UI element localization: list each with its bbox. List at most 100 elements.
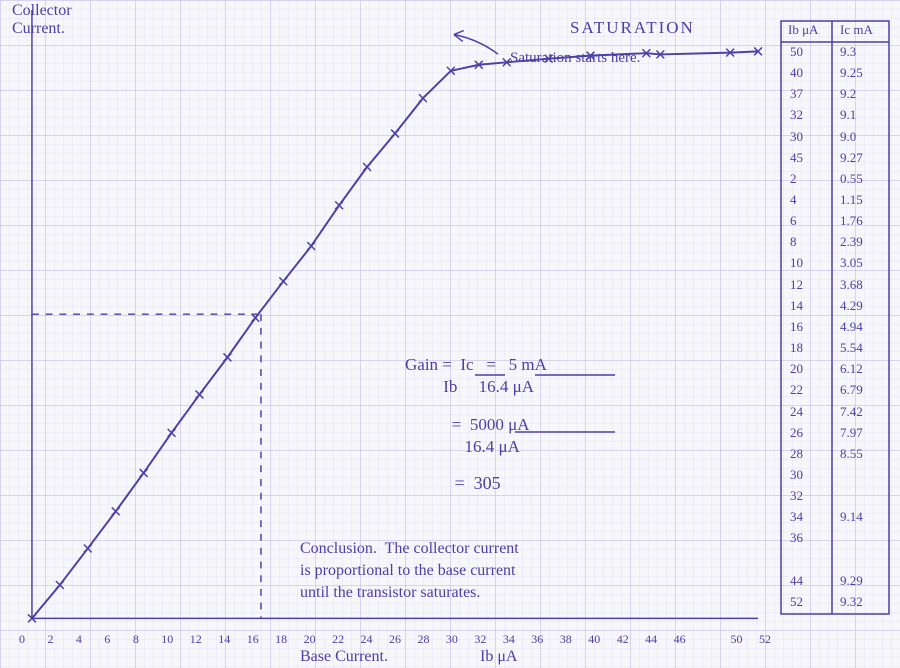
table-cell: 9.27 — [840, 150, 863, 166]
x-tick: 0 — [19, 632, 25, 647]
table-cell: 20 — [790, 361, 803, 377]
data-point — [391, 130, 399, 138]
data-point — [140, 469, 148, 477]
table-cell: 1.76 — [840, 213, 863, 229]
fraction-bars — [400, 350, 730, 500]
conclusion-2: is proportional to the base current — [300, 562, 516, 580]
table-cell: 6.12 — [840, 361, 863, 377]
x-tick: 30 — [446, 632, 458, 647]
table-cell: 44 — [790, 573, 803, 589]
x-tick: 16 — [247, 632, 259, 647]
x-axis-label: Base Current. — [300, 648, 388, 666]
conclusion-1: Conclusion. The collector current — [300, 540, 519, 558]
table-cell: 36 — [790, 530, 803, 546]
conclusion-3: until the transistor saturates. — [300, 584, 480, 602]
table-cell: 6 — [790, 213, 797, 229]
data-point — [307, 242, 315, 250]
table-cell: 8 — [790, 234, 797, 250]
table-cell: 9.32 — [840, 594, 863, 610]
table-cell: 6.79 — [840, 382, 863, 398]
table-cell: 40 — [790, 65, 803, 81]
table-cell: 9.1 — [840, 107, 856, 123]
table-cell: 22 — [790, 382, 803, 398]
x-tick: 24 — [361, 632, 373, 647]
table-cell: 28 — [790, 446, 803, 462]
table-cell: 24 — [790, 404, 803, 420]
table-cell: 9.14 — [840, 509, 863, 525]
table-cell: 4.29 — [840, 298, 863, 314]
data-point — [168, 429, 176, 437]
table-cell: 26 — [790, 425, 803, 441]
table-cell: 5.54 — [840, 340, 863, 356]
data-point — [251, 314, 259, 322]
table-cell: 9.29 — [840, 573, 863, 589]
table-cell: 3.68 — [840, 277, 863, 293]
x-tick: 42 — [617, 632, 629, 647]
x-tick: 38 — [560, 632, 572, 647]
x-tick: 40 — [588, 632, 600, 647]
x-tick: 20 — [304, 632, 316, 647]
table-header-ib: Ib μA — [788, 22, 818, 38]
table-cell: 2.39 — [840, 234, 863, 250]
table-cell: 30 — [790, 129, 803, 145]
table-cell: 18 — [790, 340, 803, 356]
table-cell: 34 — [790, 509, 803, 525]
x-tick: 4 — [76, 632, 82, 647]
table-cell: 9.2 — [840, 86, 856, 102]
table-cell: 3.05 — [840, 255, 863, 271]
x-tick: 52 — [759, 632, 771, 647]
data-point — [419, 94, 427, 102]
table-cell: 14 — [790, 298, 803, 314]
data-point — [112, 507, 120, 515]
table-header-ic: Ic mA — [840, 22, 873, 38]
x-tick: 10 — [161, 632, 173, 647]
table-cell: 12 — [790, 277, 803, 293]
data-point — [196, 391, 204, 399]
x-tick: 32 — [474, 632, 486, 647]
table-cell: 32 — [790, 107, 803, 123]
table-cell: 10 — [790, 255, 803, 271]
x-tick: 44 — [645, 632, 657, 647]
x-tick: 12 — [190, 632, 202, 647]
x-tick: 46 — [674, 632, 686, 647]
table-cell: 4.94 — [840, 319, 863, 335]
data-point — [335, 201, 343, 209]
table-cell: 30 — [790, 467, 803, 483]
data-point — [279, 277, 287, 285]
y-axis-label: Collector Current. — [12, 2, 72, 39]
x-axis-unit: Ib μA — [480, 648, 517, 666]
table-cell: 9.25 — [840, 65, 863, 81]
x-tick: 22 — [332, 632, 344, 647]
data-point — [363, 163, 371, 171]
table-cell: 8.55 — [840, 446, 863, 462]
x-tick: 36 — [531, 632, 543, 647]
table-cell: 32 — [790, 488, 803, 504]
table-cell: 16 — [790, 319, 803, 335]
table-cell: 2 — [790, 171, 797, 187]
table-cell: 9.0 — [840, 129, 856, 145]
table-cell: 7.97 — [840, 425, 863, 441]
x-tick: 50 — [731, 632, 743, 647]
x-tick: 14 — [218, 632, 230, 647]
data-table: Ib μA Ic mA 50 9.3 40 9.25 37 9.2 32 9.1 30 9.0 45… — [780, 20, 890, 615]
table-cell: 45 — [790, 150, 803, 166]
data-point — [224, 353, 232, 361]
x-tick: 2 — [47, 632, 53, 647]
data-point — [56, 581, 64, 589]
table-cell: 9.3 — [840, 44, 856, 60]
table-cell: 52 — [790, 594, 803, 610]
data-point — [84, 544, 92, 552]
table-cell: 7.42 — [840, 404, 863, 420]
x-tick: 28 — [417, 632, 429, 647]
saturation-annotation: Saturation starts here. — [510, 50, 640, 67]
x-tick: 6 — [104, 632, 110, 647]
table-cell: 0.55 — [840, 171, 863, 187]
x-tick: 8 — [133, 632, 139, 647]
table-cell: 1.15 — [840, 192, 863, 208]
table-cell: 50 — [790, 44, 803, 60]
x-tick: 18 — [275, 632, 287, 647]
table-cell: 37 — [790, 86, 803, 102]
x-tick: 34 — [503, 632, 515, 647]
saturation-label: SATURATION — [570, 18, 695, 38]
x-tick: 26 — [389, 632, 401, 647]
